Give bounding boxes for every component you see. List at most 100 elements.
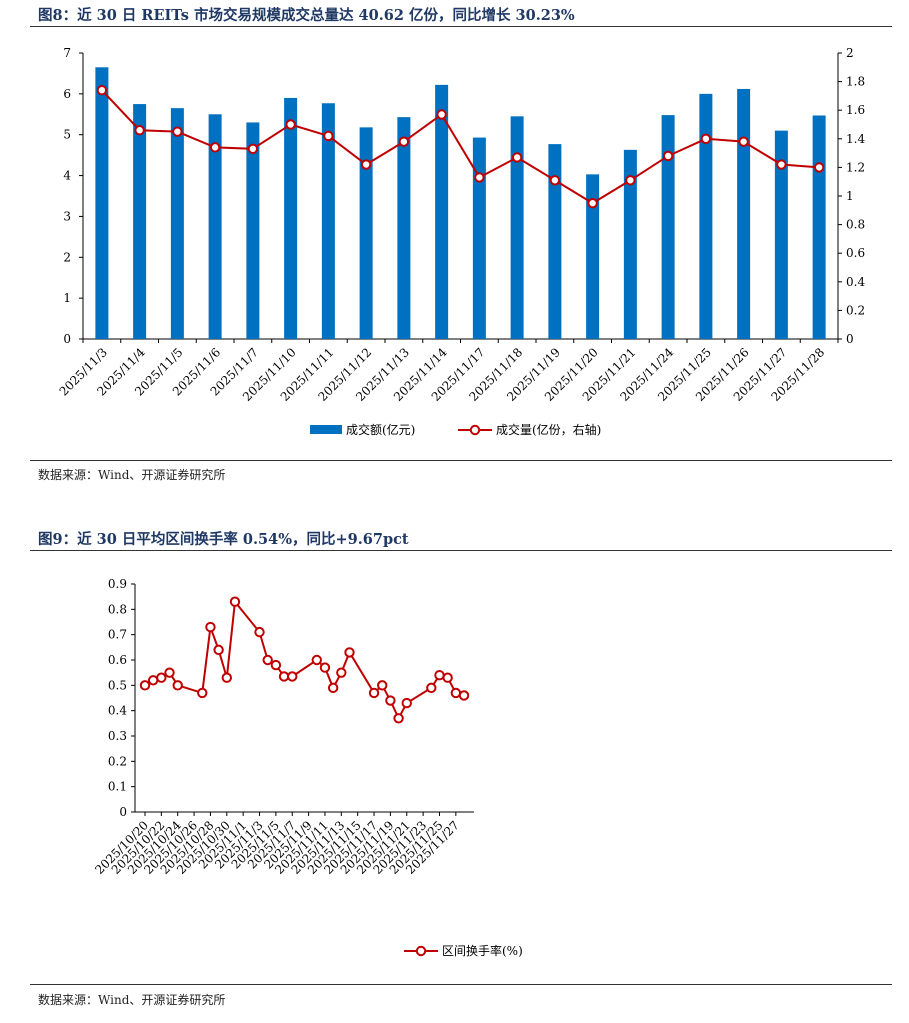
point-turnover-rate bbox=[139, 680, 151, 691]
bar-trade-amount bbox=[208, 114, 222, 340]
bar-trade-amount bbox=[472, 137, 486, 339]
point-trade-volume bbox=[662, 150, 674, 162]
left-y-tick-label: 4 bbox=[63, 169, 71, 183]
left-y-tick-label: 1 bbox=[63, 291, 71, 305]
point-turnover-rate bbox=[287, 671, 298, 682]
point-turnover-rate bbox=[426, 682, 437, 694]
point-trade-volume bbox=[323, 130, 334, 142]
right-y-tick-label: 0 bbox=[846, 332, 854, 346]
y-tick-label: 0.7 bbox=[108, 628, 127, 642]
figure-8-source: 数据来源：Wind、开源证券研究所 bbox=[38, 468, 226, 482]
bar-trade-amount bbox=[397, 117, 411, 339]
left-y-tick-label: 3 bbox=[63, 209, 71, 223]
y-tick-label: 0.3 bbox=[108, 729, 127, 743]
point-turnover-rate bbox=[278, 671, 290, 682]
point-trade-volume bbox=[172, 126, 183, 137]
figure-8-chart: 0123456700.20.40.60.811.21.41.61.822025/… bbox=[57, 46, 866, 437]
right-y-tick-label: 1.6 bbox=[846, 103, 865, 117]
bar-trade-amount bbox=[133, 104, 147, 339]
point-turnover-rate bbox=[147, 675, 159, 686]
point-turnover-rate bbox=[385, 695, 396, 706]
right-y-tick-label: 1 bbox=[846, 189, 854, 203]
point-trade-volume bbox=[587, 197, 598, 209]
point-turnover-rate bbox=[172, 680, 183, 691]
right-y-tick-label: 1.4 bbox=[846, 132, 865, 146]
point-trade-volume bbox=[398, 136, 410, 147]
point-turnover-rate bbox=[164, 667, 175, 678]
legend-label-trade-amount: 成交额(亿元) bbox=[346, 422, 415, 437]
point-turnover-rate bbox=[262, 654, 273, 666]
figure-8-bottom-rule bbox=[30, 460, 892, 461]
left-y-tick-label: 2 bbox=[63, 250, 71, 264]
y-tick-label: 0.4 bbox=[108, 704, 127, 718]
y-tick-label: 0.1 bbox=[108, 780, 127, 794]
bar-trade-amount bbox=[170, 108, 184, 340]
point-trade-volume bbox=[511, 152, 523, 163]
point-turnover-rate bbox=[205, 621, 216, 633]
point-turnover-rate bbox=[336, 667, 347, 678]
bar-trade-amount bbox=[95, 67, 109, 340]
bar-trade-amount bbox=[586, 174, 600, 339]
point-trade-volume bbox=[96, 84, 108, 96]
right-y-tick-label: 0.6 bbox=[846, 246, 865, 260]
bar-trade-amount bbox=[774, 130, 788, 339]
legend-marker-turnover-rate bbox=[415, 945, 427, 957]
legend-label-trade-volume: 成交量(亿份，右轴) bbox=[496, 422, 601, 437]
point-turnover-rate bbox=[221, 672, 233, 683]
legend-marker-trade-volume bbox=[469, 424, 481, 436]
figure-8-top-rule bbox=[30, 26, 892, 27]
point-trade-volume bbox=[360, 159, 372, 170]
point-turnover-rate bbox=[156, 672, 167, 683]
bar-trade-amount bbox=[510, 116, 524, 339]
right-y-tick-label: 0.4 bbox=[846, 275, 865, 289]
point-trade-volume bbox=[776, 159, 787, 170]
point-turnover-rate bbox=[311, 654, 322, 666]
left-y-tick-label: 7 bbox=[63, 46, 71, 60]
point-trade-volume bbox=[474, 172, 485, 183]
point-trade-volume bbox=[549, 175, 561, 186]
y-tick-label: 0 bbox=[119, 805, 127, 819]
bar-trade-amount bbox=[737, 88, 751, 339]
legend-swatch-trade-amount bbox=[310, 425, 342, 434]
line-trade-volume bbox=[101, 89, 820, 205]
point-trade-volume bbox=[738, 136, 749, 147]
left-y-tick-label: 6 bbox=[63, 87, 71, 101]
bar-trade-amount bbox=[435, 84, 449, 339]
point-turnover-rate bbox=[401, 697, 412, 709]
point-turnover-rate bbox=[393, 713, 404, 724]
y-tick-label: 0.8 bbox=[108, 602, 127, 616]
point-turnover-rate bbox=[197, 687, 208, 699]
bar-trade-amount bbox=[699, 93, 713, 339]
figure-9-top-rule bbox=[30, 550, 892, 551]
right-y-tick-label: 0.8 bbox=[846, 218, 865, 232]
line-turnover-rate bbox=[144, 599, 465, 721]
legend-label-turnover-rate: 区间换手率(%) bbox=[442, 943, 523, 958]
figure-9-chart: 00.10.20.30.40.50.60.70.80.92025/10/2020… bbox=[92, 577, 523, 958]
bar-trade-amount bbox=[246, 122, 260, 339]
y-tick-label: 0.9 bbox=[108, 577, 127, 591]
point-turnover-rate bbox=[368, 687, 380, 699]
left-y-tick-label: 5 bbox=[63, 128, 71, 142]
point-turnover-rate bbox=[442, 672, 453, 683]
point-trade-volume bbox=[625, 175, 636, 186]
point-turnover-rate bbox=[458, 690, 470, 701]
bar-trade-amount bbox=[321, 103, 335, 339]
point-turnover-rate bbox=[344, 647, 355, 658]
right-y-tick-label: 0.2 bbox=[846, 303, 865, 317]
point-turnover-rate bbox=[327, 682, 339, 694]
point-turnover-rate bbox=[213, 644, 224, 656]
right-y-tick-label: 1.2 bbox=[846, 160, 865, 174]
point-trade-volume bbox=[436, 109, 447, 120]
figure-8-title: 图8：近 30 日 REITs 市场交易规模成交总量达 40.62 亿份，同比增… bbox=[38, 7, 575, 24]
bar-trade-amount bbox=[623, 149, 637, 339]
point-turnover-rate bbox=[377, 680, 388, 691]
y-tick-label: 0.2 bbox=[108, 754, 127, 768]
point-turnover-rate bbox=[434, 670, 445, 681]
point-trade-volume bbox=[247, 143, 259, 155]
figure-9-bottom-rule bbox=[30, 984, 892, 985]
bar-trade-amount bbox=[812, 115, 826, 339]
point-trade-volume bbox=[813, 162, 825, 173]
bar-trade-amount bbox=[359, 127, 373, 339]
point-trade-volume bbox=[134, 125, 145, 136]
point-turnover-rate bbox=[229, 596, 241, 607]
